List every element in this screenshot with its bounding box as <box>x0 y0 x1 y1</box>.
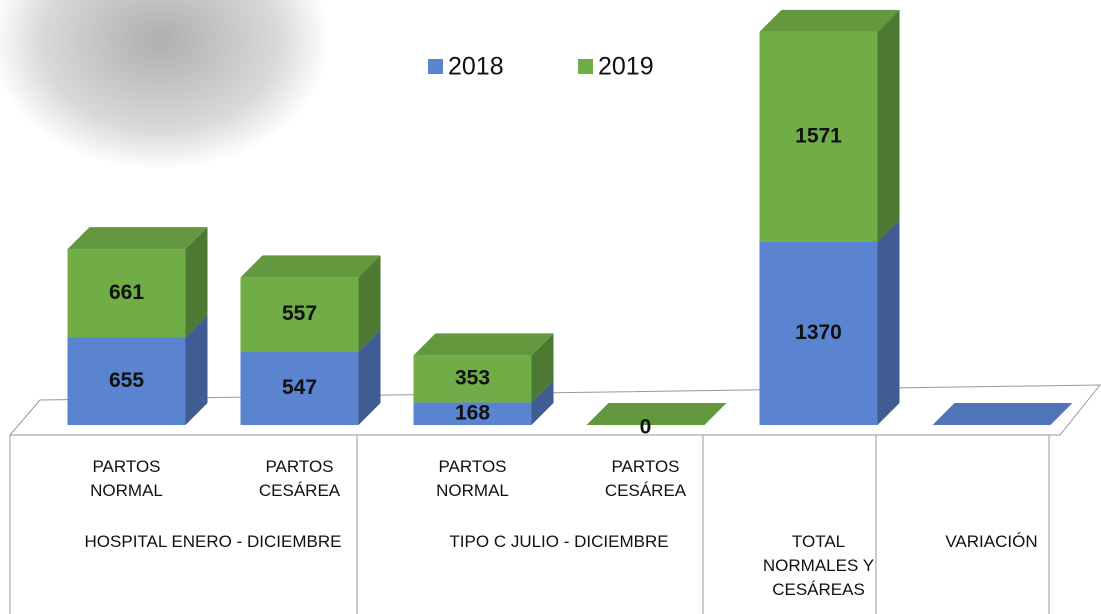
bar-side <box>531 380 554 425</box>
group-label: TIPO C JULIO - DICIEMBRE <box>449 532 669 551</box>
data-label: 353 <box>455 366 490 389</box>
bar-front <box>240 277 359 352</box>
bar-side <box>358 329 381 425</box>
bar-top <box>586 403 727 425</box>
data-label: 655 <box>109 369 144 392</box>
data-label: 1571 <box>795 124 842 147</box>
group-label: TOTAL NORMALES Y CESÁREAS <box>762 532 875 599</box>
bar-top <box>240 255 381 278</box>
bar-top <box>413 333 554 356</box>
data-label: 168 <box>455 401 490 424</box>
bar-side <box>358 255 381 352</box>
photo <box>0 0 330 170</box>
legend-label: 2019 <box>598 53 654 81</box>
legend-label: 2018 <box>448 53 504 81</box>
bar-side <box>531 333 554 403</box>
bar-side <box>185 315 208 425</box>
bar-front <box>67 337 186 425</box>
category-label: PARTOS NORMAL <box>90 457 163 500</box>
bar-top <box>932 403 1073 425</box>
bar-side <box>877 219 900 425</box>
bar-front <box>67 249 186 338</box>
bar-front <box>413 402 532 425</box>
category-label: PARTOS NORMAL <box>436 457 509 500</box>
bar-front <box>759 31 878 242</box>
table-grid <box>9 435 1050 614</box>
bar-front <box>759 241 878 425</box>
group-label: HOSPITAL ENERO - DICIEMBRE <box>84 532 342 551</box>
bar-top <box>67 227 208 250</box>
bar-front <box>413 355 532 403</box>
data-label: 1370 <box>795 321 842 344</box>
data-label: 661 <box>109 281 144 304</box>
group-label: VARIACIÓN <box>945 532 1038 551</box>
bar-top <box>759 9 900 32</box>
bar-front <box>240 351 359 425</box>
bar-side <box>877 9 900 242</box>
category-label: PARTOS CESÁREA <box>258 457 341 500</box>
data-label: 557 <box>282 302 317 325</box>
legend-swatch <box>578 59 593 74</box>
data-label: 0 <box>640 416 652 439</box>
data-label: 547 <box>282 376 317 399</box>
legend-swatch <box>428 59 443 74</box>
bar-side <box>185 227 208 338</box>
category-label: PARTOS CESÁREA <box>604 457 687 500</box>
